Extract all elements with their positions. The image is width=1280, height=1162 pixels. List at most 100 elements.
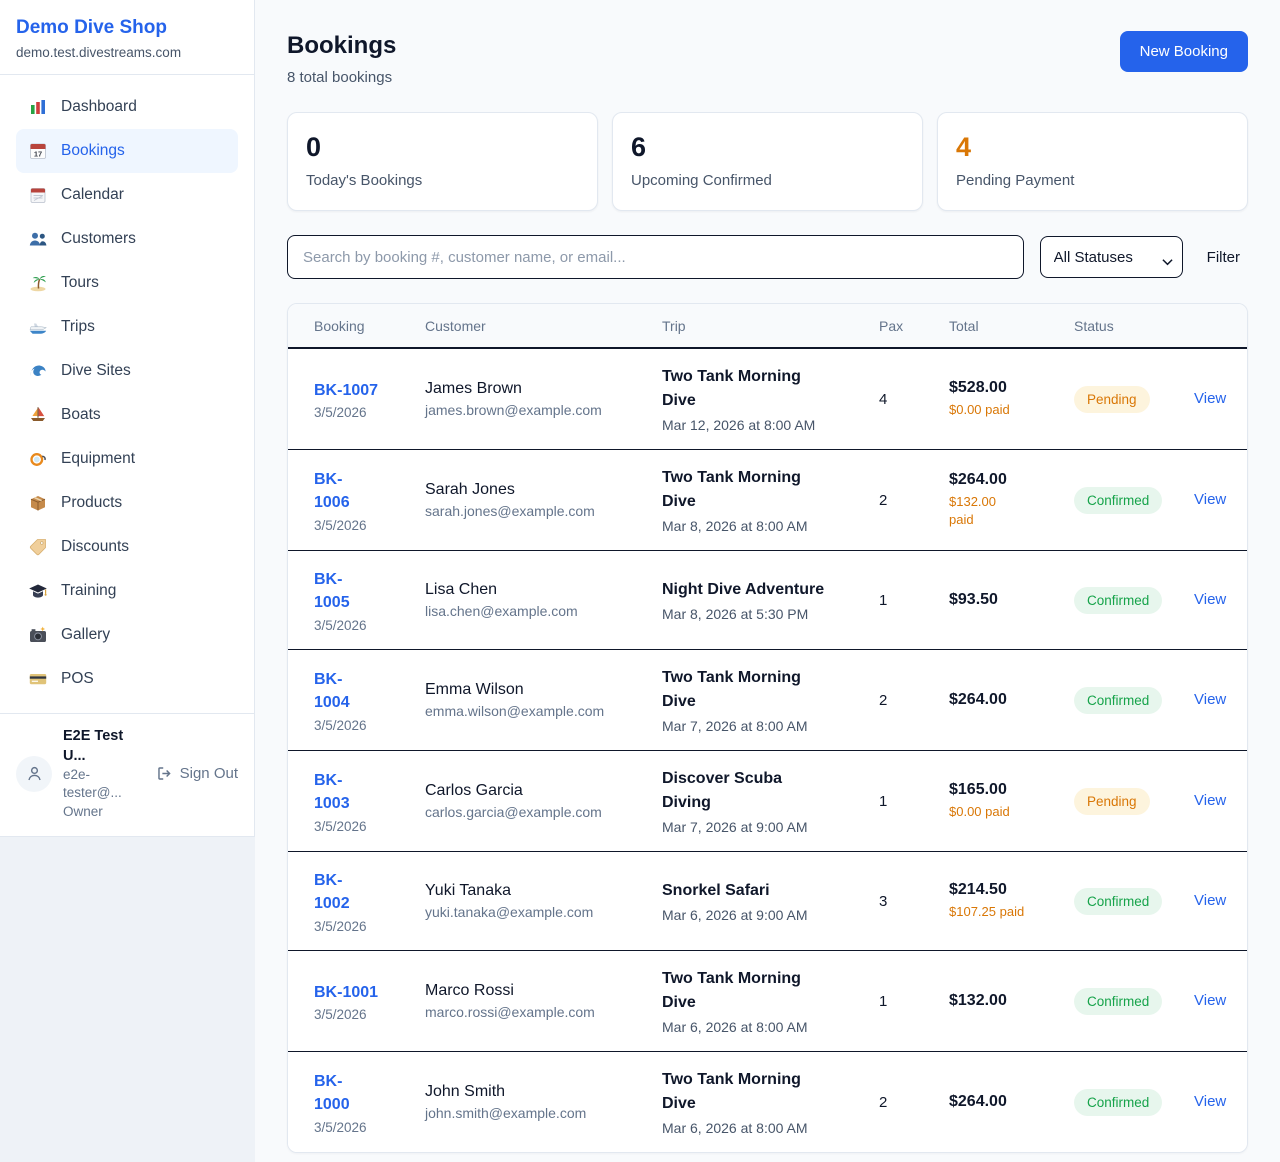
- sign-out-button[interactable]: Sign Out: [156, 765, 238, 782]
- user-section: E2E Test U... e2e-tester@... Owner Sign …: [0, 713, 254, 836]
- user-name: E2E Test U...: [63, 728, 124, 764]
- sidebar-item-tours[interactable]: Tours: [16, 261, 238, 305]
- stat-value: 4: [956, 132, 972, 162]
- speedboat-icon: [28, 317, 48, 337]
- booking-date: 3/5/2026: [314, 818, 367, 834]
- sidebar-item-training[interactable]: Training: [16, 569, 238, 613]
- booking-id-link[interactable]: BK-1001: [314, 983, 379, 1001]
- trip-datetime: Mar 7, 2026 at 8:00 AM: [662, 718, 808, 735]
- status-badge: Confirmed: [1074, 1088, 1163, 1116]
- sidebar-item-label: Equipment: [61, 450, 136, 467]
- trip-datetime: Mar 6, 2026 at 9:00 AM: [662, 907, 808, 924]
- wave-icon: [28, 361, 48, 381]
- person-icon: [27, 767, 41, 781]
- view-link[interactable]: View: [1194, 992, 1227, 1010]
- sidebar-item-trips[interactable]: Trips: [16, 305, 238, 349]
- sidebar-item-label: Tours: [61, 274, 99, 291]
- view-link[interactable]: View: [1194, 591, 1227, 609]
- booking-id-link[interactable]: BK-1007: [314, 381, 379, 399]
- table-row: BK- 1000 3/5/2026 John Smith john.smith@…: [288, 1052, 1247, 1153]
- sidebar-item-boats[interactable]: Boats: [16, 393, 238, 437]
- booking-id-link[interactable]: BK- 1004: [314, 671, 350, 712]
- sidebar-item-bookings[interactable]: 17 Bookings: [16, 129, 238, 173]
- total-amount: $264.00: [949, 470, 1007, 488]
- credit-card-icon: [28, 669, 48, 689]
- status-filter-select[interactable]: All Statuses: [1039, 236, 1183, 279]
- sidebar-item-pos[interactable]: POS: [16, 657, 238, 701]
- booking-id-link[interactable]: BK- 1000: [314, 1073, 350, 1114]
- stat-card-upcoming-confirmed: 6 Upcoming Confirmed: [612, 112, 923, 212]
- bookings-table: Booking Customer Trip Pax Total Status B…: [287, 303, 1248, 1154]
- pax-count: 3: [879, 892, 888, 910]
- customer-name: Emma Wilson: [425, 681, 524, 699]
- trip-name: Snorkel Safari: [662, 882, 770, 900]
- pax-count: 2: [879, 1093, 888, 1111]
- sidebar-item-label: Customers: [61, 230, 136, 247]
- sidebar-item-discounts[interactable]: Discounts: [16, 525, 238, 569]
- graduation-cap-icon: [28, 581, 48, 601]
- toolbar: All Statuses Filter: [287, 235, 1248, 280]
- page-header: Bookings 8 total bookings New Booking: [287, 26, 1248, 86]
- status-badge: Confirmed: [1074, 686, 1163, 714]
- stat-card-todays-bookings: 0 Today's Bookings: [287, 112, 598, 212]
- table-row: BK- 1003 3/5/2026 Carlos Garcia carlos.g…: [288, 751, 1247, 853]
- user-info: E2E Test U... e2e-tester@... Owner: [63, 727, 145, 821]
- booking-id-link[interactable]: BK- 1002: [314, 872, 350, 913]
- sidebar-item-customers[interactable]: Customers: [16, 217, 238, 261]
- sidebar-item-label: Boats: [61, 406, 101, 423]
- sidebar-item-label: POS: [61, 670, 94, 687]
- total-amount: $264.00: [949, 1093, 1007, 1111]
- new-booking-button[interactable]: New Booking: [1119, 31, 1248, 72]
- filter-button[interactable]: Filter: [1199, 249, 1248, 266]
- sidebar-item-equipment[interactable]: Equipment: [16, 437, 238, 481]
- total-amount: $165.00: [949, 780, 1007, 798]
- col-header-customer: Customer: [425, 317, 486, 334]
- package-icon: [28, 493, 48, 513]
- booking-id-link[interactable]: BK- 1003: [314, 772, 350, 813]
- view-link[interactable]: View: [1194, 491, 1227, 509]
- sidebar-item-gallery[interactable]: Gallery: [16, 613, 238, 657]
- main-content: Bookings 8 total bookings New Booking 0 …: [255, 0, 1280, 1162]
- pax-count: 1: [879, 992, 888, 1010]
- sidebar-item-dive-sites[interactable]: Dive Sites: [16, 349, 238, 393]
- sidebar-item-label: Dive Sites: [61, 362, 131, 379]
- trip-datetime: Mar 7, 2026 at 9:00 AM: [662, 819, 808, 836]
- view-link[interactable]: View: [1194, 390, 1227, 408]
- customer-name: Yuki Tanaka: [425, 882, 511, 900]
- search-input[interactable]: [287, 235, 1024, 280]
- col-header-trip: Trip: [662, 317, 686, 334]
- avatar: [16, 755, 52, 792]
- sidebar-nav: Dashboard 17 Bookings Calendar Customers Tour…: [0, 75, 254, 713]
- trip-datetime: Mar 8, 2026 at 5:30 PM: [662, 606, 809, 623]
- camera-icon: [28, 625, 48, 645]
- trip-datetime: Mar 6, 2026 at 8:00 AM: [662, 1120, 808, 1137]
- view-link[interactable]: View: [1194, 892, 1227, 910]
- customer-email: carlos.garcia@example.com: [425, 804, 602, 821]
- booking-id-link[interactable]: BK- 1005: [314, 571, 350, 612]
- status-badge: Pending: [1074, 787, 1150, 815]
- sailboat-icon: [28, 405, 48, 425]
- sidebar-item-calendar[interactable]: Calendar: [16, 173, 238, 217]
- sidebar-item-dashboard[interactable]: Dashboard: [16, 85, 238, 129]
- status-badge: Confirmed: [1074, 987, 1163, 1015]
- page-subtitle: 8 total bookings: [287, 69, 393, 86]
- stat-label: Pending Payment: [956, 172, 1075, 190]
- customer-name: Marco Rossi: [425, 982, 514, 1000]
- sidebar-item-label: Products: [61, 494, 123, 511]
- booking-date: 3/5/2026: [314, 717, 367, 733]
- booking-id-link[interactable]: BK- 1006: [314, 471, 350, 512]
- table-row: BK- 1002 3/5/2026 Yuki Tanaka yuki.tanak…: [288, 852, 1247, 952]
- user-role: Owner: [63, 803, 103, 819]
- paid-amount: $132.00 paid: [949, 493, 996, 528]
- status-badge: Confirmed: [1074, 586, 1163, 614]
- calendar-icon: [28, 185, 48, 205]
- view-link[interactable]: View: [1194, 691, 1227, 709]
- view-link[interactable]: View: [1194, 1093, 1227, 1111]
- view-link[interactable]: View: [1194, 792, 1227, 810]
- status-badge: Confirmed: [1074, 486, 1163, 514]
- sidebar-item-products[interactable]: Products: [16, 481, 238, 525]
- table-row: BK-1001 3/5/2026 Marco Rossi marco.rossi…: [288, 951, 1247, 1053]
- customer-name: Lisa Chen: [425, 581, 498, 599]
- dive-mask-icon: [28, 449, 48, 469]
- stat-label: Upcoming Confirmed: [631, 172, 772, 190]
